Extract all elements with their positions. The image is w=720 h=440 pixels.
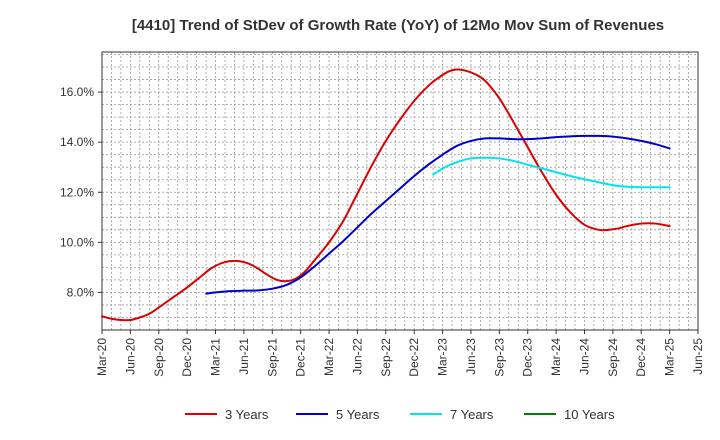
chart-title: [4410] Trend of StDev of Growth Rate (Yo…	[132, 17, 664, 34]
plot-border	[101, 51, 699, 331]
x-tick-label: Jun-23	[464, 338, 478, 375]
y-tick-label: 16.0%	[60, 85, 94, 99]
series-line-5-years	[205, 134, 671, 295]
x-tick-label: Jun-21	[237, 338, 251, 375]
x-tick-label: Mar-23	[436, 338, 450, 376]
y-tick-label: 14.0%	[60, 135, 94, 149]
x-tick-label: Mar-21	[209, 338, 223, 376]
x-tick-label: Mar-25	[663, 338, 677, 376]
x-tick-label: Dec-21	[294, 338, 308, 377]
x-tick-label: Jun-22	[350, 338, 364, 375]
legend: 3 Years 5 Years 7 Years 10 Years	[185, 407, 615, 422]
legend-label: 10 Years	[564, 407, 615, 422]
x-tick-label: Sep-20	[152, 338, 166, 377]
plot-background	[102, 52, 698, 330]
legend-label: 3 Years	[225, 407, 269, 422]
legend-label: 5 Years	[336, 407, 380, 422]
legend-item-3-years: 3 Years	[185, 407, 269, 422]
x-tick-label: Jun-24	[577, 338, 591, 375]
y-tick-label: 10.0%	[60, 235, 94, 249]
x-tick-label: Sep-24	[606, 338, 620, 377]
y-tick-label: 8.0%	[67, 285, 95, 299]
x-tick-label: Sep-22	[379, 338, 393, 377]
plot-area: 8.0% 10.0% 12.0% 14.0% 16.0% Mar-20 Jun-20 Sep-…	[60, 51, 705, 377]
x-tick-label: Jun-20	[123, 338, 137, 375]
legend-item-10-years: 10 Years	[524, 407, 615, 422]
legend-label: 7 Years	[450, 407, 494, 422]
series-line-3-years	[101, 68, 671, 322]
x-tick-label: Sep-23	[492, 338, 506, 377]
series-line-7-years	[432, 156, 671, 189]
x-tick-label: Dec-23	[521, 338, 535, 377]
x-tick-label: Dec-22	[407, 338, 421, 377]
x-tick-label: Mar-20	[95, 338, 109, 376]
x-tick-label: Jun-25	[691, 338, 705, 375]
x-tick-label: Dec-24	[634, 338, 648, 377]
x-tick-label: Dec-20	[180, 338, 194, 377]
y-tick-label: 12.0%	[60, 185, 94, 199]
x-tick-label: Mar-24	[549, 338, 563, 376]
legend-item-5-years: 5 Years	[296, 407, 380, 422]
x-tick-label: Sep-21	[265, 338, 279, 377]
legend-item-7-years: 7 Years	[410, 407, 494, 422]
x-tick-label: Mar-22	[322, 338, 336, 376]
